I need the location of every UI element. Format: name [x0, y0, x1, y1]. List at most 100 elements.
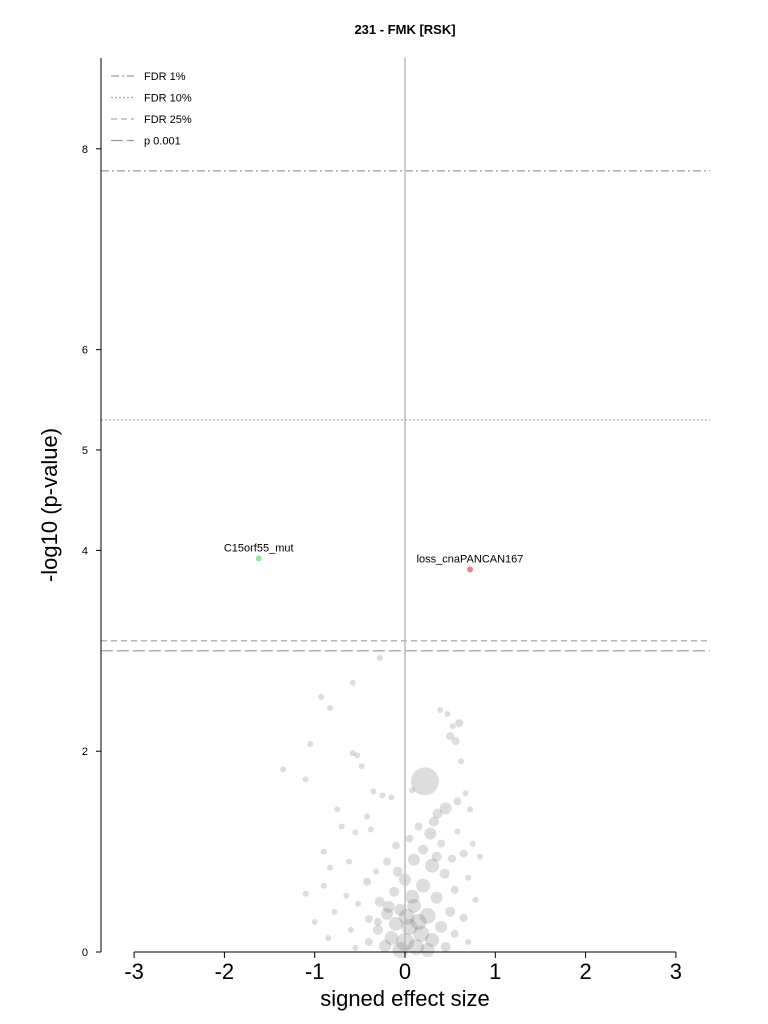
scatter-point — [392, 941, 409, 958]
scatter-point — [446, 732, 455, 741]
scatter-point — [280, 766, 287, 773]
scatter-point — [392, 866, 403, 877]
scatter-point — [425, 932, 440, 947]
legend-label: p 0.001 — [144, 136, 181, 148]
scatter-point — [391, 841, 400, 850]
scatter-point — [343, 892, 350, 899]
scatter-point — [364, 937, 373, 946]
scatter-point — [459, 913, 468, 922]
y-axis-label: -log10 (p-value) — [37, 428, 62, 582]
x-tick-label: 0 — [399, 959, 411, 984]
y-tick-label: 2 — [82, 746, 88, 758]
scatter-point — [454, 828, 461, 835]
legend-label: FDR 1% — [144, 71, 186, 83]
scatter-point — [373, 917, 382, 926]
scatter-point — [407, 938, 424, 955]
scatter-point — [382, 900, 395, 913]
scatter-points — [280, 654, 483, 958]
scatter-point — [318, 693, 325, 700]
scatter-point — [408, 853, 421, 866]
scatter-point — [370, 788, 377, 795]
scatter-point — [389, 886, 400, 897]
scatter-point — [439, 868, 450, 879]
scatter-point — [398, 908, 415, 925]
scatter-point — [410, 913, 427, 930]
scatter-point — [307, 741, 314, 748]
scatter-point — [311, 918, 318, 925]
scatter-point — [320, 882, 327, 889]
y-axis-ticks: 0 2 4 5 6 8 — [82, 144, 101, 959]
scatter-point — [425, 858, 440, 873]
scatter-point — [431, 851, 442, 862]
x-tick-label: -1 — [305, 959, 325, 984]
scatter-point — [440, 941, 451, 952]
legend-label: FDR 25% — [144, 114, 192, 126]
scatter-point — [363, 877, 372, 886]
scatter-point — [379, 792, 386, 799]
x-axis-ticks: -3 -2 -1 0 1 2 3 — [124, 952, 682, 984]
scatter-point — [347, 926, 354, 933]
scatter-point — [327, 705, 334, 712]
scatter-point — [410, 767, 439, 796]
scatter-point — [334, 806, 341, 813]
scatter-point — [367, 826, 374, 833]
scatter-point — [465, 938, 472, 945]
scatter-point — [418, 844, 429, 855]
scatter-point — [450, 929, 459, 938]
scatter-point — [374, 896, 385, 907]
scatter-point — [354, 752, 361, 759]
y-tick-label: 0 — [82, 947, 88, 959]
scatter-point — [349, 679, 356, 686]
scatter-point — [444, 711, 451, 718]
point-label: loss_cnaPANCAN167 — [417, 553, 524, 565]
scatter-point — [388, 916, 403, 931]
scatter-point — [467, 806, 474, 813]
x-tick-label: -2 — [215, 959, 235, 984]
scatter-point — [320, 848, 327, 855]
point-label: C15orf55_mut — [224, 542, 294, 554]
scatter-point — [476, 853, 483, 860]
scatter-point — [428, 816, 439, 827]
scatter-point — [419, 907, 436, 924]
scatter-point — [380, 907, 393, 920]
scatter-point — [409, 787, 416, 794]
scatter-point — [437, 707, 444, 714]
scatter-point — [435, 920, 448, 933]
legend: FDR 1% FDR 10% FDR 25% p 0.001 — [111, 71, 192, 148]
scatter-point — [358, 763, 365, 770]
scatter-point — [327, 864, 334, 871]
scatter-point — [465, 874, 472, 881]
scatter-point — [388, 794, 395, 801]
chart-title: 231 - FMK [RSK] — [354, 22, 455, 37]
scatter-point — [382, 857, 391, 866]
scatter-point — [394, 903, 407, 916]
scatter-point — [469, 840, 476, 847]
scatter-point — [376, 654, 383, 661]
scatter-point — [453, 797, 462, 806]
scatter-point — [302, 890, 309, 897]
scatter-point — [416, 878, 431, 893]
scatter-point — [437, 839, 446, 848]
scatter-point — [355, 900, 362, 907]
scatter-point — [424, 827, 437, 840]
y-tick-label: 8 — [82, 144, 88, 156]
legend-label: FDR 10% — [144, 93, 192, 105]
scatter-point — [472, 896, 479, 903]
scatter-point — [457, 758, 464, 765]
scatter-point — [379, 939, 392, 952]
scatter-point — [364, 914, 373, 923]
scatter-point — [450, 885, 459, 894]
highlighted-point — [467, 566, 474, 573]
scatter-point — [405, 834, 414, 843]
highlighted-points: C15orf55_mut loss_cnaPANCAN167 — [224, 542, 524, 573]
scatter-point — [331, 908, 338, 915]
scatter-point — [432, 808, 443, 819]
x-tick-label: -3 — [124, 959, 144, 984]
scatter-point — [364, 813, 371, 820]
scatter-point — [420, 942, 435, 957]
scatter-point — [372, 924, 383, 935]
scatter-point — [447, 854, 456, 863]
scatter-point — [413, 925, 430, 942]
highlighted-point — [255, 555, 262, 562]
